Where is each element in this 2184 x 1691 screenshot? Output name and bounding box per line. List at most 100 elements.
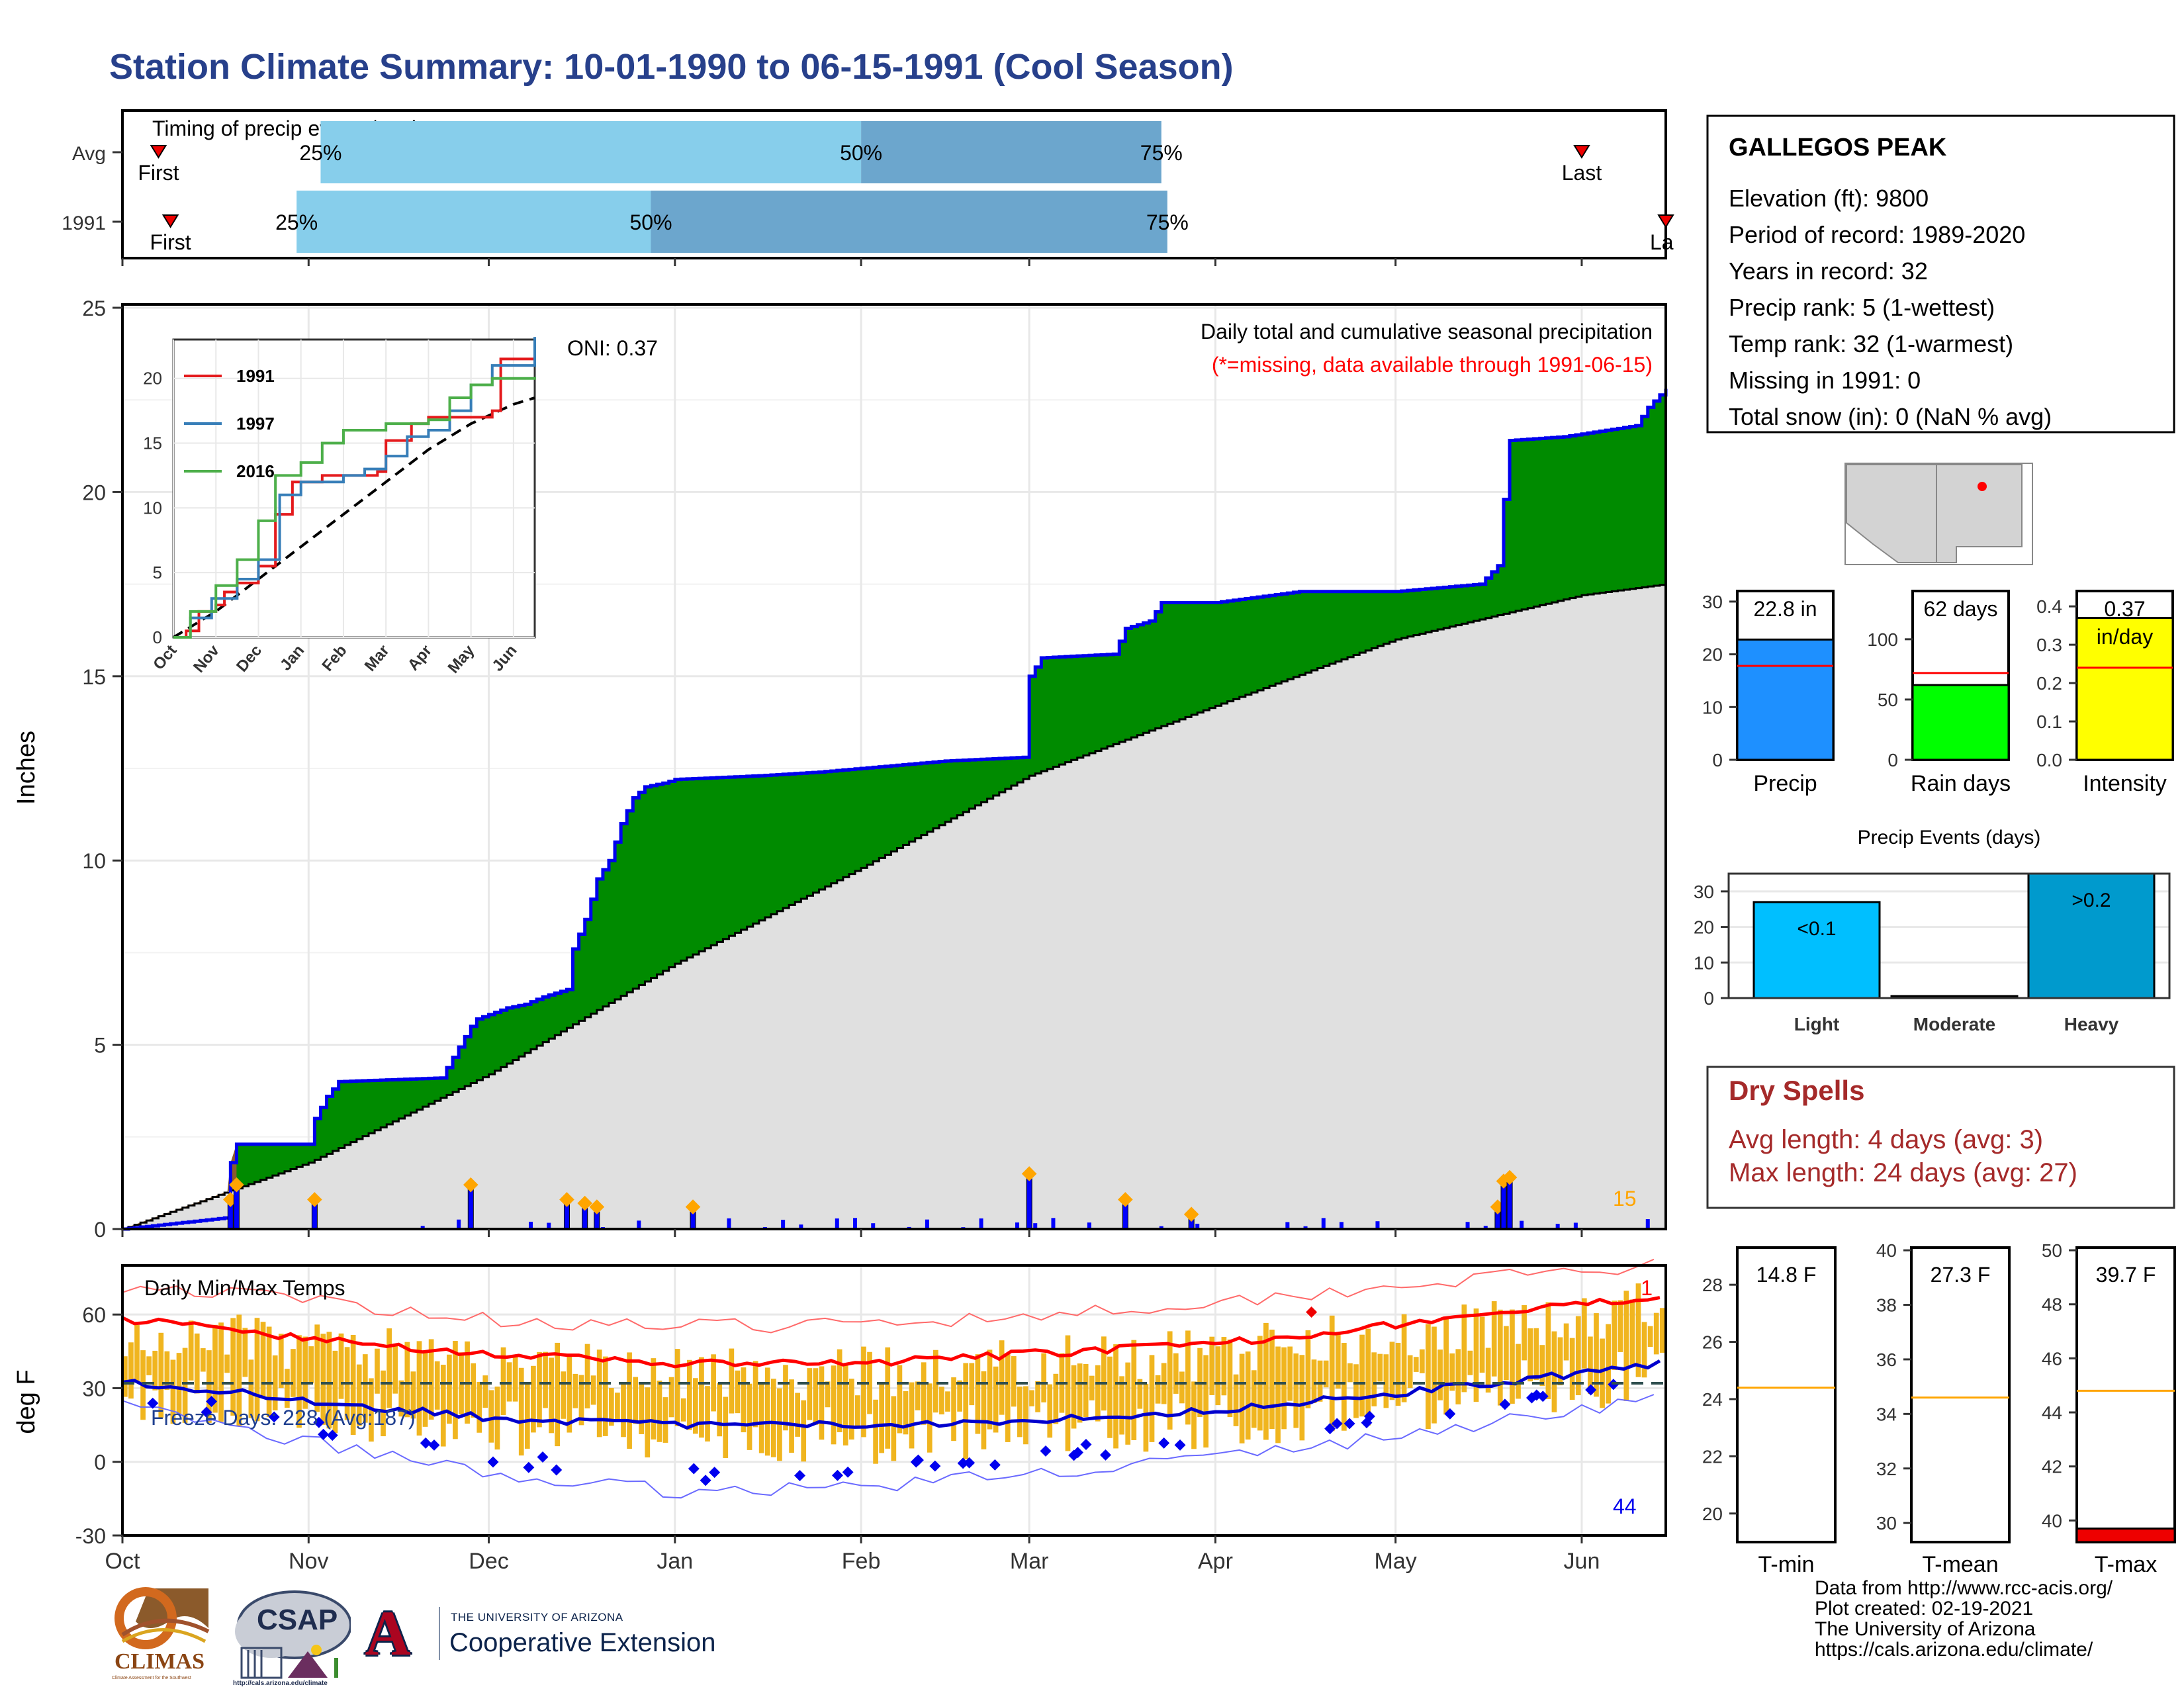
record-low-marker-icon — [1361, 1417, 1373, 1429]
average-area — [122, 584, 1666, 1229]
daily-precip-bar — [1645, 1219, 1650, 1229]
daily-temp-bar — [428, 1339, 434, 1420]
daily-temp-bar — [1209, 1336, 1215, 1395]
daily-temp-bar — [1365, 1328, 1371, 1426]
daily-temp-bar — [242, 1328, 248, 1377]
climas-emblem-icon — [114, 1587, 210, 1649]
tavg-label: T-mean — [1922, 1552, 1998, 1577]
inset-y-tick-label: 20 — [143, 369, 162, 388]
locator-map — [1844, 463, 2033, 565]
daily-temp-bar — [1485, 1348, 1491, 1393]
daily-temp-bar — [326, 1332, 332, 1429]
daily-temp-bar — [200, 1348, 206, 1372]
daily-temp-bar — [1563, 1323, 1569, 1361]
precip-panel: 0 5 10 15 20 25 Inches Daily total and cumulati… — [13, 297, 1668, 1242]
x-tick-label: Apr — [1198, 1549, 1233, 1574]
daily-temp-bar — [705, 1386, 710, 1442]
timing-q2-bar — [861, 121, 1161, 183]
station-box — [1706, 114, 2175, 434]
event-marker-icon — [559, 1192, 574, 1207]
daily-temp-bar — [362, 1354, 368, 1423]
daily-temp-bar — [284, 1369, 290, 1408]
daily-precip-bar — [871, 1223, 876, 1229]
total-y-tick-label: 50 — [1878, 690, 1898, 710]
daily-temp-bar — [182, 1348, 188, 1423]
event-marker-icon — [589, 1199, 605, 1214]
daily-temp-bar — [1185, 1330, 1191, 1425]
daily-temp-bar — [1413, 1357, 1419, 1372]
daily-temp-bar — [1269, 1330, 1275, 1430]
daily-temp-bar — [1233, 1374, 1239, 1426]
daily-temp-bar — [861, 1346, 866, 1438]
climas-logo: CLIMAS Climate Assessment for the Southw… — [109, 1582, 218, 1688]
daily-temp-bar — [164, 1351, 170, 1390]
daily-temp-bar — [1071, 1365, 1077, 1429]
daily-temp-bar — [512, 1356, 518, 1402]
daily-temp-bar — [488, 1390, 494, 1443]
daily-temp-bar — [1353, 1364, 1359, 1418]
daily-temp-bar — [1497, 1309, 1503, 1406]
daily-precip-bar — [1303, 1226, 1308, 1229]
record-low-marker-icon — [428, 1439, 440, 1451]
temps-y-tick-label: -30 — [75, 1524, 106, 1548]
precip-y-tick-label: 0 — [94, 1218, 106, 1242]
daily-temp-bar — [951, 1377, 956, 1441]
daily-temp-bar — [1287, 1346, 1293, 1401]
daily-temp-bar — [825, 1381, 831, 1408]
daily-temp-bar — [416, 1341, 422, 1436]
daily-temp-bar — [1143, 1383, 1149, 1452]
daily-temp-bar — [602, 1356, 608, 1436]
daily-precip-bar — [1026, 1173, 1032, 1230]
record-low-marker-icon — [1343, 1418, 1355, 1430]
inset-legend-label: 1991 — [236, 366, 275, 386]
daily-temp-bar — [375, 1348, 380, 1394]
daily-temp-bar — [747, 1383, 752, 1450]
record-low-marker-icon — [1174, 1439, 1186, 1451]
event-marker-icon — [1502, 1169, 1518, 1185]
daily-temp-bar — [819, 1366, 825, 1440]
daily-temp-bar — [555, 1342, 561, 1447]
daily-temp-bar — [188, 1320, 194, 1381]
daily-temp-bar — [1323, 1360, 1329, 1388]
daily-temp-bar — [921, 1362, 927, 1425]
x-tick-label: Nov — [289, 1549, 328, 1574]
daily-temp-bar — [987, 1349, 993, 1430]
total-y-tick-label: 0.4 — [2036, 596, 2062, 617]
csap-wordmark: CSAP — [257, 1604, 338, 1636]
daily-precip-bar — [1321, 1218, 1326, 1229]
daily-precip-bar — [1340, 1222, 1344, 1229]
daily-temp-bar — [764, 1367, 770, 1456]
daily-temp-bar — [1533, 1328, 1539, 1381]
inset-y-tick-label: 0 — [153, 627, 162, 647]
precip-y-tick-label: 20 — [82, 480, 106, 504]
daily-temp-bar — [404, 1342, 410, 1418]
daily-temp-bar — [963, 1363, 969, 1459]
daily-temp-bar — [1203, 1355, 1209, 1448]
daily-temp-bar — [1179, 1371, 1185, 1404]
daily-temp-bar — [855, 1395, 860, 1427]
first-marker-icon — [161, 214, 179, 228]
daily-temp-bar — [1191, 1381, 1197, 1449]
daily-temp-bar — [122, 1356, 128, 1397]
daily-temp-bar — [1527, 1328, 1533, 1382]
page-title: Station Climate Summary: 10-01-1990 to 0… — [109, 47, 1234, 87]
daily-temp-bar — [453, 1341, 458, 1440]
daily-temp-bar — [1299, 1355, 1305, 1441]
tavg-label: T-min — [1758, 1552, 1815, 1577]
total-bar — [1736, 638, 1835, 761]
daily-temp-bar — [272, 1355, 278, 1411]
daily-temp-bar — [873, 1399, 878, 1464]
event-marker-icon — [307, 1192, 322, 1207]
daily-temp-bar — [549, 1357, 554, 1434]
daily-temp-bar — [1600, 1338, 1605, 1408]
daily-precip-bar — [529, 1221, 533, 1229]
tavg-value-label: 27.3 F — [1931, 1263, 1991, 1287]
station-name: GALLEGOS PEAK — [1729, 134, 1947, 161]
daily-temp-bar — [1437, 1349, 1443, 1400]
daily-temp-bar — [146, 1356, 152, 1375]
events-panel: Precip Events (days) 0 10 20 30 Light <0.1 Mode… — [1694, 827, 2171, 1034]
daily-temp-bar — [1467, 1350, 1473, 1375]
daily-temp-bar — [531, 1365, 536, 1433]
daily-temp-bar — [1035, 1381, 1040, 1412]
station-detail: Total snow (in): 0 (NaN % avg) — [1729, 403, 2052, 430]
